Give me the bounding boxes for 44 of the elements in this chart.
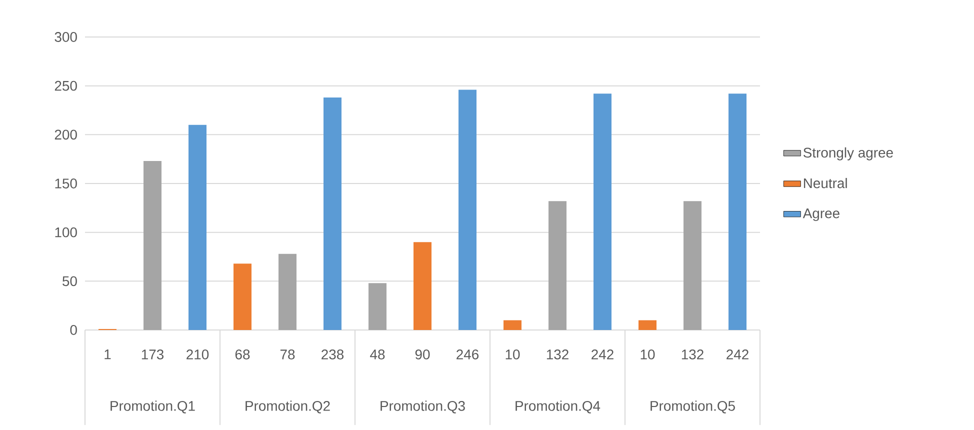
bar [278, 254, 297, 330]
bar [504, 320, 522, 330]
bar [638, 320, 657, 330]
x-tick-label: 238 [322, 350, 344, 360]
y-tick-label: 100 [55, 227, 77, 238]
y-tick-label: 250 [54, 80, 77, 91]
x-tick-label: 242 [726, 350, 748, 360]
x-tick-label: 68 [235, 350, 250, 360]
x-tick-label: 132 [682, 350, 704, 360]
bar [188, 124, 206, 330]
x-tick-label: 246 [456, 350, 479, 360]
x-tick-label: 90 [415, 350, 430, 360]
bar [234, 264, 252, 330]
x-tick-label: 10 [506, 350, 520, 360]
legend-label: Agree [802, 208, 840, 222]
text: Promotion.Q5 [650, 400, 735, 414]
y-tick-label: 150 [55, 178, 77, 188]
x-tick-label: 78 [280, 350, 295, 360]
x-tick-label: 48 [370, 350, 385, 360]
y-tick-label: 0 [70, 325, 77, 335]
bar [728, 94, 747, 330]
y-tick-label: 300 [54, 32, 77, 42]
bar [324, 98, 342, 330]
x-tick-label: 242 [592, 350, 614, 360]
text: Promotion.Q1 [110, 400, 195, 414]
legend-label: Neutral [804, 178, 847, 188]
x-tick-label: 132 [546, 350, 568, 360]
bar [414, 242, 432, 330]
bar [548, 201, 567, 330]
bar [458, 90, 477, 330]
text: Promotion.Q2 [246, 400, 330, 414]
bar [594, 94, 612, 330]
legend-label: Strongly agree [803, 147, 893, 160]
bar [144, 161, 162, 330]
x-tick-label: 173 [142, 350, 164, 360]
text: Promotion.Q3 [380, 400, 465, 414]
text: Promotion.Q4 [516, 400, 600, 414]
y-tick-label: 200 [54, 130, 77, 140]
x-tick-label: 10 [640, 350, 655, 360]
bar [684, 201, 702, 330]
x-tick-label: 210 [186, 350, 209, 360]
bar [368, 283, 387, 330]
x-tick-label: 1 [104, 350, 111, 360]
y-tick-label: 50 [62, 276, 77, 286]
